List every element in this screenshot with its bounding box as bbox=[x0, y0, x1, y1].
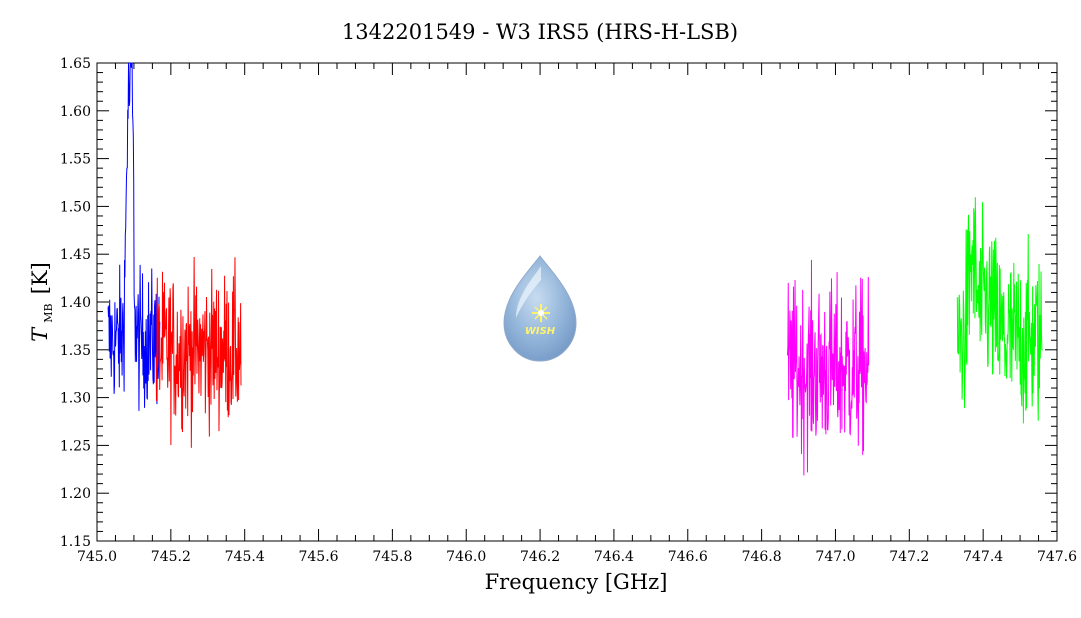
y-tick-label: 1.40 bbox=[60, 295, 91, 311]
plot-frame bbox=[96, 62, 1058, 542]
x-tick-label: 745.8 bbox=[372, 549, 412, 565]
x-axis-label: Frequency [GHz] bbox=[485, 570, 668, 594]
x-tick-label: 747.4 bbox=[963, 549, 1003, 565]
star-icon bbox=[532, 304, 550, 322]
y-tick-label: 1.55 bbox=[60, 152, 91, 168]
series-line-3 bbox=[786, 259, 870, 476]
x-tick-label: 746.8 bbox=[742, 549, 782, 565]
y-axis: 1.15 1.20 1.25 1.30 1.35 1.40 1.45 1.50 1.55 1.60… bbox=[60, 56, 1057, 550]
y-tick-label: 1.25 bbox=[60, 438, 91, 454]
x-tick-label: 745.4 bbox=[225, 549, 265, 565]
x-axis: 745.0 745.2 745.4 745.6 745.8 746.0 746.2 746.4… bbox=[77, 63, 1077, 565]
chart-title: 1342201549 - W3 IRS5 (HRS-H-LSB) bbox=[342, 20, 738, 44]
x-tick-label: 746.2 bbox=[520, 549, 560, 565]
y-axis-symbol: T bbox=[28, 326, 52, 342]
y-tick-label: 1.45 bbox=[60, 247, 91, 263]
y-tick-label: 1.50 bbox=[60, 199, 91, 215]
x-tick-label: 745.6 bbox=[298, 549, 338, 565]
x-tick-label: 745.2 bbox=[151, 549, 191, 565]
y-tick-label: 1.60 bbox=[60, 104, 91, 120]
x-tick-label: 745.0 bbox=[77, 549, 117, 565]
series-line-1 bbox=[107, 62, 161, 411]
y-tick-label: 1.65 bbox=[60, 56, 91, 72]
logo-text: WISH bbox=[525, 326, 556, 337]
y-tick-label: 1.20 bbox=[60, 486, 91, 502]
y-axis-unit: [K] bbox=[28, 262, 52, 294]
x-tick-label: 747.0 bbox=[815, 549, 855, 565]
x-tick-label: 746.6 bbox=[668, 549, 708, 565]
x-tick-label: 747.2 bbox=[889, 549, 929, 565]
series-line-2 bbox=[155, 256, 242, 448]
x-tick-label: 747.6 bbox=[1037, 549, 1077, 565]
series-layer bbox=[107, 62, 1043, 476]
y-axis-subscript: MB bbox=[42, 303, 55, 322]
y-tick-label: 1.30 bbox=[60, 391, 91, 407]
y-axis-label: T MB [K] bbox=[28, 262, 56, 342]
svg-text:T MB [K]: T MB [K] bbox=[28, 262, 56, 342]
y-tick-label: 1.15 bbox=[60, 534, 91, 550]
wish-logo: WISH bbox=[503, 255, 577, 362]
x-tick-label: 746.0 bbox=[446, 549, 486, 565]
x-tick-label: 746.4 bbox=[594, 549, 634, 565]
series-line-4 bbox=[956, 197, 1043, 424]
y-tick-label: 1.35 bbox=[60, 343, 91, 359]
